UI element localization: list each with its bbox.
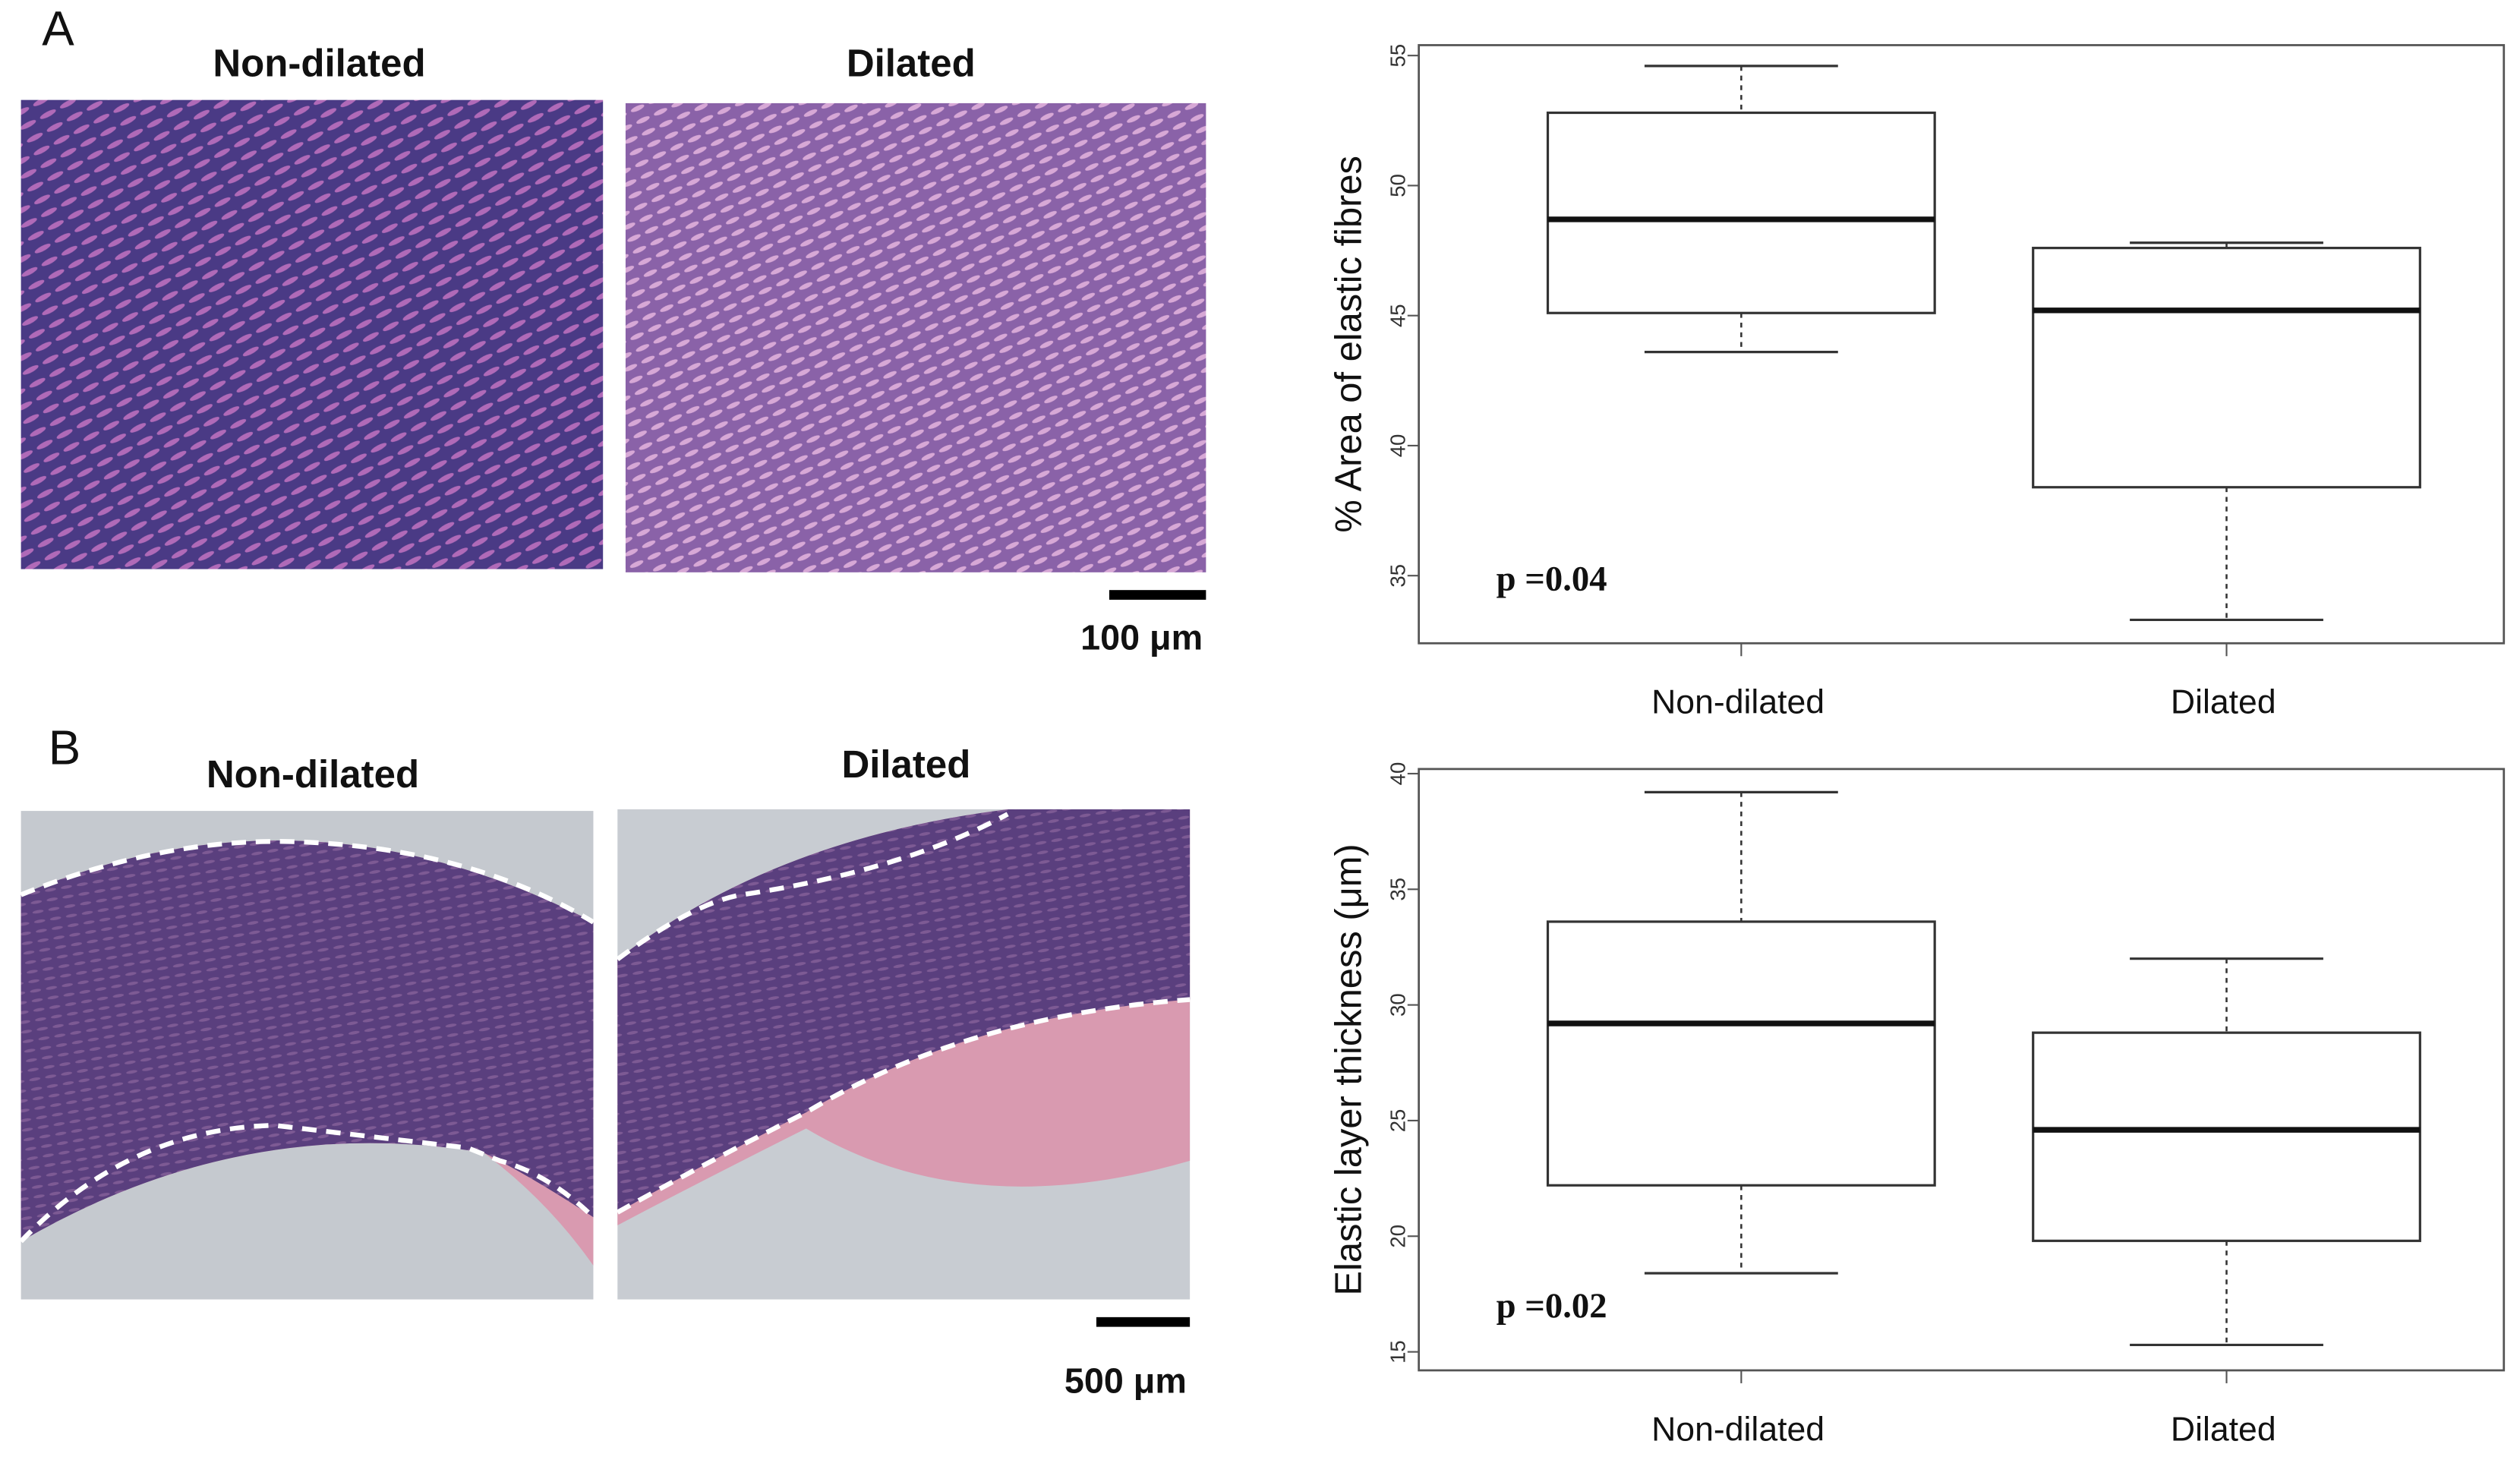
image-title: Dilated — [841, 743, 970, 786]
box — [2032, 1031, 2421, 1242]
x-tick-label: Dilated — [2171, 684, 2276, 721]
panel-b-images — [19, 809, 1191, 1327]
plot-frame — [1418, 44, 2506, 645]
x-tick-label: Non-dilated — [1651, 1411, 1825, 1448]
x-tick-label: Dilated — [2171, 1411, 2276, 1448]
annotation: p =0.04 — [1497, 559, 1607, 598]
y-axis-label: % Area of elastic fibres — [1328, 156, 1369, 533]
box — [1546, 920, 1936, 1187]
box — [2032, 247, 2421, 489]
panel-label: A — [42, 2, 74, 55]
image-title: Non-dilated — [207, 752, 419, 796]
y-tick-label: 40 — [1386, 762, 1409, 786]
micrograph — [625, 102, 1206, 572]
image-title: Non-dilated — [213, 42, 425, 85]
media — [21, 840, 594, 1242]
scale-bar — [1109, 590, 1206, 600]
y-tick-label: 35 — [1386, 878, 1409, 901]
y-tick-label: 15 — [1386, 1340, 1409, 1364]
scale-label: 100 μm — [1080, 617, 1203, 657]
media — [617, 809, 1191, 1212]
boundary — [19, 1122, 595, 1244]
scale-label: 500 μm — [1064, 1361, 1187, 1400]
boundary — [616, 997, 1191, 1215]
y-tick-label: 40 — [1386, 434, 1409, 458]
x-tick-label: Non-dilated — [1651, 684, 1825, 721]
image-title: Dilated — [847, 42, 976, 85]
y-tick-label: 45 — [1386, 304, 1409, 327]
y-tick-label: 50 — [1386, 174, 1409, 197]
scale-bar — [1096, 1317, 1191, 1327]
y-tick-label: 30 — [1386, 993, 1409, 1017]
annotation: p =0.02 — [1497, 1286, 1607, 1326]
y-axis-label: Elastic layer thickness (μm) — [1328, 844, 1369, 1295]
y-tick-label: 35 — [1386, 564, 1409, 588]
plot-frame — [1418, 768, 2506, 1372]
micrograph — [21, 99, 604, 569]
box — [1546, 111, 1936, 314]
panel-a-images — [21, 99, 1206, 600]
y-tick-label: 20 — [1386, 1225, 1409, 1248]
boundary — [616, 812, 1009, 962]
boundary — [20, 839, 595, 925]
panel-label: B — [49, 721, 80, 774]
y-tick-label: 25 — [1386, 1109, 1409, 1133]
y-tick-label: 55 — [1386, 44, 1409, 68]
